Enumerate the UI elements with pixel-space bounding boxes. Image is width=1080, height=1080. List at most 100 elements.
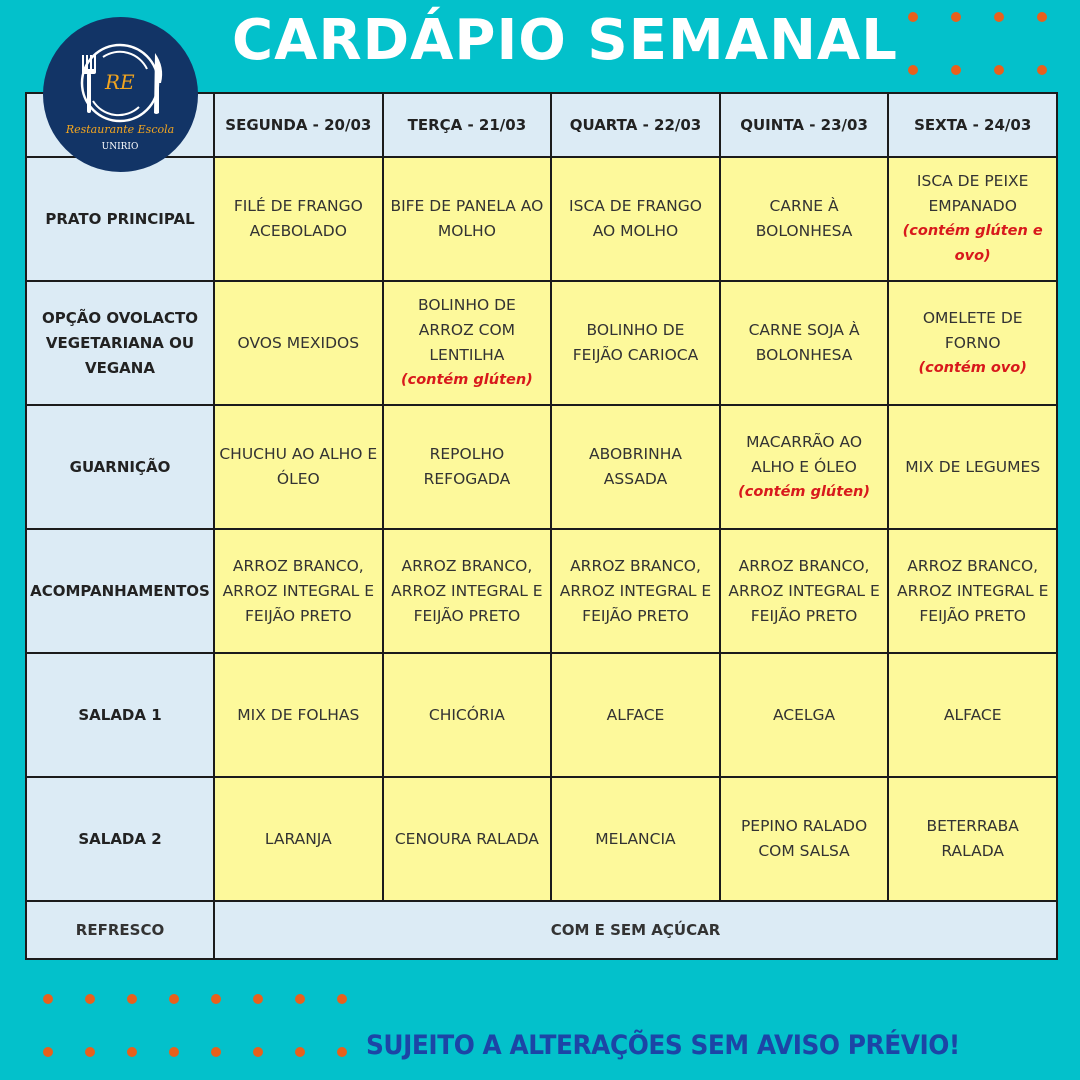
- dish-line: LARANJA: [264, 829, 332, 848]
- dish-line: AO MOLHO: [592, 222, 679, 240]
- dish-line: CHUCHU AO ALHO E: [219, 445, 378, 463]
- dish-line: BOLONHESA: [755, 346, 853, 364]
- menu-cell: REPOLHO REFOGADA: [381, 404, 553, 530]
- menu-cell: OMELETE DE FORNO (contém ovo): [887, 280, 1058, 406]
- row-label: PRATO PRINCIPAL: [25, 156, 215, 282]
- menu-row: OPÇÃO OVOLACTO VEGETARIANA OU VEGANA OVOS…: [25, 280, 1058, 406]
- day-header-row: SEGUNDA - 20/03 TERÇA - 21/03 QUARTA - 22/…: [25, 92, 1058, 158]
- dish-line: OVOS MEXIDOS: [237, 333, 360, 352]
- menu-cell: MIX DE LEGUMES: [887, 404, 1058, 530]
- menu-cell: FILÉ DE FRANGO ACEBOLADO: [213, 156, 384, 282]
- dish-line: COM SALSA: [758, 842, 850, 860]
- dish-line: OMELETE DE: [922, 308, 1023, 327]
- menu-cell: OVOS MEXIDOS: [213, 280, 384, 406]
- dot: [295, 1047, 305, 1057]
- dish-line: ARROZ BRANCO,: [401, 556, 533, 575]
- dot: [211, 1047, 221, 1057]
- row-label: SALADA 2: [25, 776, 215, 902]
- dish-line: ACEBOLADO: [249, 222, 347, 240]
- row-label: OPÇÃO OVOLACTO VEGETARIANA OU VEGANA: [25, 280, 215, 406]
- allergen-note: (contém glúten): [400, 372, 533, 388]
- refresco-value: COM E SEM AÇÚCAR: [213, 900, 1058, 960]
- logo-plate-cutlery-icon: RE Restaurante Escola UNIRIO: [65, 43, 174, 152]
- menu-cell: ALFACE: [550, 652, 721, 778]
- dish-line: CHICÓRIA: [428, 705, 505, 724]
- dish-line: FEIJÃO PRETO: [750, 606, 858, 625]
- dish-line: FEIJÃO PRETO: [413, 606, 521, 625]
- dish-line: ARROZ INTEGRAL E: [222, 581, 375, 600]
- dot: [169, 1047, 179, 1057]
- row-label: SALADA 1: [25, 652, 215, 778]
- menu-cell: ABOBRINHA ASSADA: [550, 404, 721, 530]
- dot: [1037, 12, 1047, 22]
- dish-line: CARNE SOJA À: [748, 321, 860, 339]
- row-label: GUARNIÇÃO: [25, 404, 215, 530]
- dish-line: BIFE DE PANELA AO: [390, 197, 544, 215]
- menu-row: PRATO PRINCIPAL FILÉ DE FRANGO ACEBOLADO BI…: [25, 156, 1058, 282]
- dish-line: MIX DE FOLHAS: [237, 705, 360, 724]
- dish-line: EMPANADO: [928, 197, 1017, 215]
- dish-line: ASSADA: [603, 470, 668, 488]
- dish-line: PEPINO RALADO: [740, 817, 868, 835]
- menu-cell: MELANCIA: [550, 776, 721, 902]
- dish-line: REFOGADA: [423, 470, 511, 488]
- dot: [211, 994, 221, 1004]
- dot: [43, 1047, 53, 1057]
- menu-row: GUARNIÇÃO CHUCHU AO ALHO E ÓLEO REPOLHO REFO…: [25, 404, 1058, 530]
- dot: [908, 65, 918, 75]
- dish-line: MACARRÃO AO: [746, 432, 863, 451]
- dish-line: FILÉ DE FRANGO: [233, 197, 363, 215]
- menu-cell: CHICÓRIA: [381, 652, 553, 778]
- refresco-row: REFRESCO COM E SEM AÇÚCAR: [25, 900, 1058, 960]
- dish-line: FEIJÃO PRETO: [919, 606, 1026, 625]
- menu-cell: BETERRABA RALADA: [887, 776, 1058, 902]
- dish-line: BOLINHO DE: [586, 321, 685, 339]
- day-header: SEXTA - 24/03: [887, 92, 1058, 158]
- dish-line: FEIJÃO PRETO: [582, 606, 689, 625]
- dot: [85, 994, 95, 1004]
- menu-cell: ISCA DE PEIXE EMPANADO (contém glúten e ovo…: [887, 156, 1058, 282]
- day-header: QUINTA - 23/03: [718, 92, 890, 158]
- dish-line: RALADA: [941, 842, 1004, 860]
- dot: [994, 12, 1004, 22]
- menu-cell: CARNE À BOLONHESA: [718, 156, 890, 282]
- dish-line: ARROZ INTEGRAL E: [896, 581, 1049, 600]
- dish-line: ARROZ BRANCO,: [570, 556, 701, 575]
- dish-line: ARROZ INTEGRAL E: [728, 581, 880, 600]
- dot: [295, 994, 305, 1004]
- dish-line: MELANCIA: [595, 829, 676, 848]
- svg-text:UNIRIO: UNIRIO: [102, 142, 139, 152]
- decorative-dots-bottom: [43, 994, 347, 1057]
- dot: [951, 65, 961, 75]
- dish-line: ALFACE: [943, 705, 1002, 724]
- dot: [127, 1047, 137, 1057]
- menu-cell: CARNE SOJA À BOLONHESA: [718, 280, 890, 406]
- day-header: QUARTA - 22/03: [550, 92, 721, 158]
- dish-line: BETERRABA: [926, 817, 1019, 835]
- menu-cell: ARROZ BRANCO, ARROZ INTEGRAL E FEIJÃO PRET…: [381, 528, 553, 654]
- dot: [994, 65, 1004, 75]
- row-label: ACOMPANHAMENTOS: [25, 528, 215, 654]
- dish-line: ARROZ INTEGRAL E: [391, 581, 543, 600]
- dot: [337, 994, 347, 1004]
- dish-line: LENTILHA: [429, 346, 505, 364]
- menu-cell: ARROZ BRANCO, ARROZ INTEGRAL E FEIJÃO PRET…: [213, 528, 384, 654]
- menu-cell: MIX DE FOLHAS: [213, 652, 384, 778]
- dish-line: ALFACE: [606, 705, 665, 724]
- refresco-label: REFRESCO: [25, 900, 215, 960]
- dish-line: ÓLEO: [276, 470, 320, 488]
- allergen-note: (contém glúten e: [902, 223, 1043, 239]
- svg-text:Restaurante Escola: Restaurante Escola: [65, 123, 174, 136]
- dot: [908, 12, 918, 22]
- menu-cell: BIFE DE PANELA AO MOLHO: [381, 156, 553, 282]
- dish-line: ABOBRINHA: [588, 445, 682, 463]
- dot: [1037, 65, 1047, 75]
- menu-cell: ALFACE: [887, 652, 1058, 778]
- dish-line: FEIJÃO CARIOCA: [572, 346, 699, 364]
- menu-row: SALADA 2 LARANJA CENOURA RALADA MELANCIA PEP…: [25, 776, 1058, 902]
- dish-line: ALHO E ÓLEO: [751, 457, 857, 476]
- menu-cell: BOLINHO DE ARROZ COM LENTILHA (contém glúte…: [381, 280, 553, 406]
- allergen-note: ovo): [954, 248, 991, 264]
- dot: [43, 994, 53, 1004]
- dish-line: FORNO: [944, 333, 1001, 352]
